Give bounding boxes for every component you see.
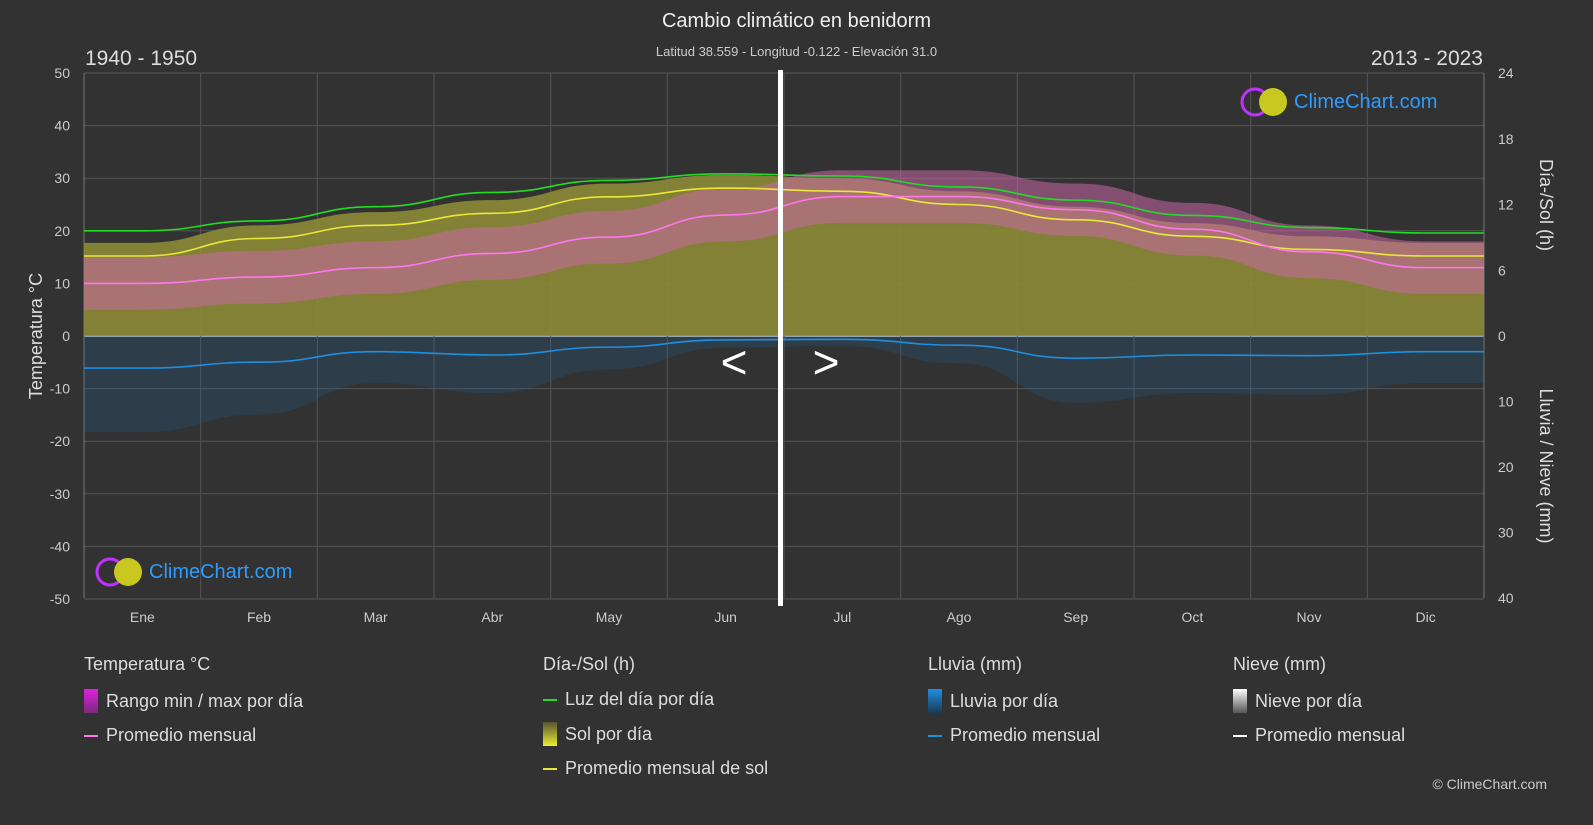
legend-item: Promedio mensual	[950, 725, 1101, 745]
y-right-top-tick-label: 18	[1498, 131, 1514, 147]
y-right-bottom-tick-label: 10	[1498, 394, 1514, 410]
x-tick-label-Mar: Mar	[364, 609, 388, 625]
sun-avg-swatch	[543, 767, 557, 770]
legend-item: Promedio mensual	[1255, 725, 1406, 745]
x-tick-label-Jul: Jul	[833, 609, 851, 625]
x-tick-label-Sep: Sep	[1063, 609, 1088, 625]
legend-item: Promedio mensual de sol	[565, 758, 769, 778]
y-left-tick-label: -50	[50, 591, 70, 607]
period-left: 1940 - 1950	[85, 47, 198, 70]
y-right-bottom-tick-label: 40	[1498, 590, 1514, 606]
temp-range-band	[84, 170, 1484, 310]
x-tick-label-Feb: Feb	[247, 609, 271, 625]
snow-avg-swatch	[1233, 734, 1247, 737]
y-right-bottom-tick-label: 20	[1498, 459, 1514, 475]
legend-item: Promedio mensual	[106, 725, 257, 745]
climechart-logo-icon	[1240, 87, 1287, 117]
rain-swatch	[928, 689, 942, 713]
legend-title: Lluvia (mm)	[928, 654, 1023, 674]
legend-item: Luz del día por día	[565, 689, 715, 709]
x-tick-label-Nov: Nov	[1297, 609, 1322, 625]
y-left-tick-label: 30	[54, 170, 70, 186]
nav-next-button[interactable]: >	[813, 336, 840, 388]
y-left-label: Temperatura °C	[26, 273, 46, 399]
legend-item: Nieve por día	[1255, 690, 1363, 711]
y-right-bottom-label: Lluvia / Nieve (mm)	[1536, 388, 1556, 543]
y-right-top-tick-label: 0	[1498, 328, 1506, 344]
legend-rain: Lluvia (mm) Lluvia por día Promedio mens…	[928, 654, 1100, 746]
logo-bottom: ClimeChart.com	[95, 556, 292, 588]
legend-title: Temperatura °C	[84, 654, 211, 674]
temp-range-swatch	[84, 689, 98, 713]
x-tick-label-Ago: Ago	[947, 609, 972, 625]
logo-text: ClimeChart.com	[149, 560, 293, 583]
x-tick-label-Dic: Dic	[1416, 609, 1436, 625]
y-right-top-label: Día-/Sol (h)	[1536, 159, 1556, 251]
y-left-tick-label: -10	[50, 381, 70, 397]
y-right-bottom-tick-label: 30	[1498, 525, 1514, 541]
logo-top: ClimeChart.com	[1240, 86, 1437, 118]
x-tick-label-Oct: Oct	[1181, 609, 1203, 625]
temp-avg-swatch	[84, 734, 98, 737]
y-left-tick-label: -40	[50, 538, 70, 554]
y-left-tick-label: -20	[50, 433, 70, 449]
rain-daily-area	[84, 336, 1484, 433]
rain-avg-swatch	[928, 734, 942, 737]
legend-title: Día-/Sol (h)	[543, 654, 636, 674]
legend-temperature: Temperatura °C Rango min / max por día P…	[84, 654, 303, 746]
daylight-line	[84, 173, 1485, 234]
chart-subtitle: Latitud 38.559 - Longitud -0.122 - Eleva…	[655, 44, 938, 59]
legend-title: Nieve (mm)	[1233, 654, 1326, 674]
legend-snow: Nieve (mm) Nieve por día Promedio mensua…	[1233, 654, 1405, 746]
legend-item: Lluvia por día	[950, 690, 1059, 711]
climechart-logo-icon	[95, 557, 142, 587]
y-left-tick-label: 20	[54, 223, 70, 239]
y-left-tick-label: 0	[62, 328, 70, 344]
copyright: © ClimeChart.com	[1432, 776, 1547, 792]
snow-swatch	[1233, 689, 1247, 713]
x-tick-label-Abr: Abr	[481, 609, 503, 625]
x-tick-label-Jun: Jun	[714, 609, 737, 625]
x-tick-label-May: May	[596, 609, 622, 625]
y-left-tick-label: 40	[54, 118, 70, 134]
climate-chart: 50 40 30 20 10 0 -10 -20 -30 -40 -50 24 18 12 6 0 10 20 30…	[26, 65, 1556, 625]
legend-sun: Día-/Sol (h) Luz del día por día Sol por…	[543, 654, 768, 779]
y-right-top-tick-label: 24	[1498, 65, 1514, 81]
period-right: 2013 - 2023	[1370, 47, 1483, 70]
chart-title: Cambio climático en benidorm	[661, 10, 931, 32]
y-right-top-tick-label: 12	[1498, 197, 1514, 213]
areas	[84, 170, 1484, 433]
rain-avg-line	[84, 338, 1484, 369]
axes: 50 40 30 20 10 0 -10 -20 -30 -40 -50 24 18 12 6 0 10 20 30…	[50, 65, 1514, 625]
logo-text: ClimeChart.com	[1294, 90, 1438, 113]
y-left-tick-label: 10	[54, 275, 70, 291]
x-tick-label-Ene: Ene	[130, 609, 155, 625]
nav-prev-button[interactable]: <	[721, 336, 748, 388]
legend-item: Sol por día	[565, 723, 653, 744]
period-divider-handle[interactable]	[778, 70, 783, 606]
legend-item: Rango min / max por día	[106, 690, 304, 711]
y-left-tick-label: -30	[50, 486, 70, 502]
y-right-top-tick-label: 6	[1498, 262, 1506, 278]
sun-swatch	[543, 722, 557, 746]
daylight-swatch	[543, 698, 557, 701]
y-left-tick-label: 50	[54, 65, 70, 81]
